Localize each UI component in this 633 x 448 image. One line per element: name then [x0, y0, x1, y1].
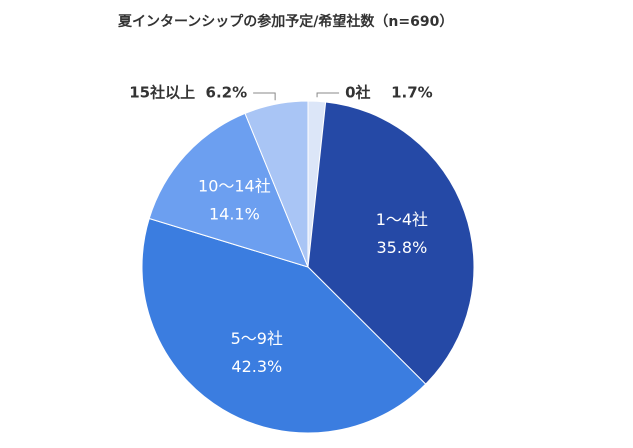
slice-label: 10〜14社	[198, 176, 271, 195]
pie-slice	[244, 100, 309, 268]
slice-value: 14.1%	[209, 204, 260, 223]
slice-label: 15社以上	[129, 84, 195, 102]
slice-value: 35.8%	[376, 238, 427, 257]
slice-value: 1.7%	[391, 84, 433, 102]
chart-title: 夏インターンシップの参加予定/希望社数（n=690）	[118, 13, 453, 30]
slice-label: 0社	[345, 84, 370, 102]
pie-slice	[148, 112, 309, 268]
slice-label: 1〜4社	[376, 210, 428, 229]
leader-line	[316, 92, 340, 98]
slice-value: 42.3%	[231, 357, 282, 376]
leader-line	[253, 92, 276, 101]
slice-value: 6.2%	[206, 84, 248, 102]
slice-label: 5〜9社	[231, 329, 283, 348]
pie-slice	[307, 101, 475, 385]
pie-slice	[141, 217, 427, 434]
